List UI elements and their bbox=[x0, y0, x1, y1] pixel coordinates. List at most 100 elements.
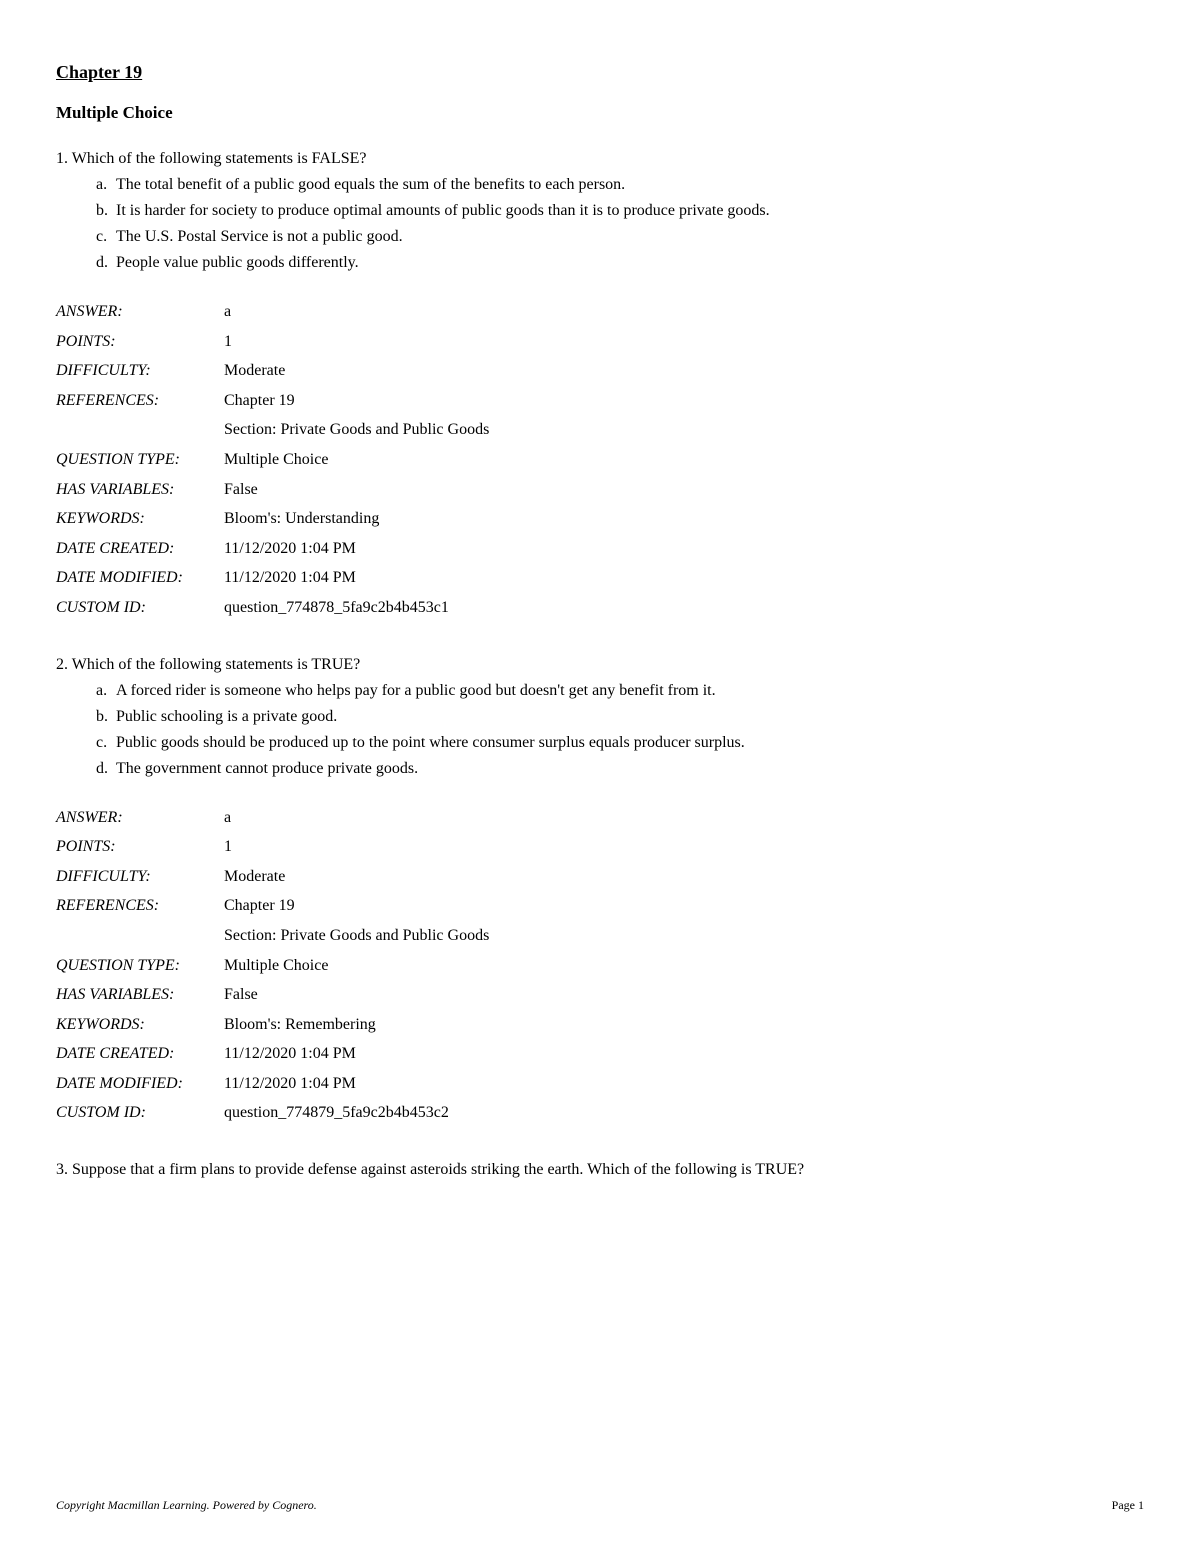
option-letter: b. bbox=[96, 199, 116, 223]
question-stem: Which of the following statements is TRU… bbox=[72, 656, 361, 673]
meta-table: ANSWER: a POINTS: 1 DIFFICULTY: Moderate… bbox=[56, 803, 1144, 1129]
meta-row-keywords: KEYWORDS: Bloom's: Remembering bbox=[56, 1010, 1144, 1040]
meta-value: 11/12/2020 1:04 PM bbox=[224, 1069, 1144, 1099]
meta-value: 11/12/2020 1:04 PM bbox=[224, 534, 1144, 564]
meta-label: REFERENCES: bbox=[56, 386, 224, 445]
meta-label: CUSTOM ID: bbox=[56, 593, 224, 623]
option-text: The government cannot produce private go… bbox=[116, 757, 836, 781]
options-list: a. The total benefit of a public good eq… bbox=[56, 173, 1144, 275]
meta-value: Moderate bbox=[224, 356, 1144, 386]
references-line1: Chapter 19 bbox=[224, 891, 1144, 921]
meta-label: QUESTION TYPE: bbox=[56, 445, 224, 475]
meta-value: Bloom's: Understanding bbox=[224, 504, 1144, 534]
question-block: 1. Which of the following statements is … bbox=[56, 147, 1144, 623]
meta-label: ANSWER: bbox=[56, 297, 224, 327]
meta-value: 1 bbox=[224, 327, 1144, 357]
question-stem: Suppose that a firm plans to provide def… bbox=[72, 1161, 804, 1178]
question-block: 3. Suppose that a firm plans to provide … bbox=[56, 1158, 1144, 1182]
meta-row-difficulty: DIFFICULTY: Moderate bbox=[56, 862, 1144, 892]
meta-row-has-variables: HAS VARIABLES: False bbox=[56, 980, 1144, 1010]
meta-label: DATE MODIFIED: bbox=[56, 1069, 224, 1099]
meta-value: False bbox=[224, 980, 1144, 1010]
meta-value: Bloom's: Remembering bbox=[224, 1010, 1144, 1040]
question-stem: Which of the following statements is FAL… bbox=[72, 150, 367, 167]
option-letter: c. bbox=[96, 731, 116, 755]
question-number: 3. bbox=[56, 1161, 68, 1178]
meta-value: Multiple Choice bbox=[224, 445, 1144, 475]
meta-label: QUESTION TYPE: bbox=[56, 951, 224, 981]
question-number: 2. bbox=[56, 656, 68, 673]
meta-row-custom-id: CUSTOM ID: question_774879_5fa9c2b4b453c… bbox=[56, 1098, 1144, 1128]
meta-label: HAS VARIABLES: bbox=[56, 475, 224, 505]
meta-value: question_774879_5fa9c2b4b453c2 bbox=[224, 1098, 1144, 1128]
meta-value: Chapter 19 Section: Private Goods and Pu… bbox=[224, 891, 1144, 950]
meta-row-date-modified: DATE MODIFIED: 11/12/2020 1:04 PM bbox=[56, 1069, 1144, 1099]
meta-row-answer: ANSWER: a bbox=[56, 297, 1144, 327]
meta-row-difficulty: DIFFICULTY: Moderate bbox=[56, 356, 1144, 386]
meta-row-points: POINTS: 1 bbox=[56, 832, 1144, 862]
meta-value: a bbox=[224, 803, 1144, 833]
meta-label: ANSWER: bbox=[56, 803, 224, 833]
meta-label: DATE MODIFIED: bbox=[56, 563, 224, 593]
references-line2: Section: Private Goods and Public Goods bbox=[224, 921, 1144, 951]
option-letter: d. bbox=[96, 251, 116, 275]
option-c: c. Public goods should be produced up to… bbox=[96, 731, 836, 755]
meta-value: 11/12/2020 1:04 PM bbox=[224, 1039, 1144, 1069]
chapter-title: Chapter 19 bbox=[56, 62, 1144, 83]
option-a: a. The total benefit of a public good eq… bbox=[96, 173, 836, 197]
option-d: d. People value public goods differently… bbox=[96, 251, 836, 275]
meta-label: DATE CREATED: bbox=[56, 534, 224, 564]
option-text: The total benefit of a public good equal… bbox=[116, 173, 836, 197]
option-b: b. Public schooling is a private good. bbox=[96, 705, 836, 729]
question-text: 2. Which of the following statements is … bbox=[56, 653, 1144, 677]
option-c: c. The U.S. Postal Service is not a publ… bbox=[96, 225, 836, 249]
references-line1: Chapter 19 bbox=[224, 386, 1144, 416]
option-d: d. The government cannot produce private… bbox=[96, 757, 836, 781]
meta-row-references: REFERENCES: Chapter 19 Section: Private … bbox=[56, 386, 1144, 445]
meta-value: Chapter 19 Section: Private Goods and Pu… bbox=[224, 386, 1144, 445]
option-text: Public schooling is a private good. bbox=[116, 705, 836, 729]
meta-label: POINTS: bbox=[56, 327, 224, 357]
meta-row-question-type: QUESTION TYPE: Multiple Choice bbox=[56, 445, 1144, 475]
meta-label: HAS VARIABLES: bbox=[56, 980, 224, 1010]
meta-label: DATE CREATED: bbox=[56, 1039, 224, 1069]
meta-label: KEYWORDS: bbox=[56, 1010, 224, 1040]
meta-row-points: POINTS: 1 bbox=[56, 327, 1144, 357]
meta-value: 1 bbox=[224, 832, 1144, 862]
option-text: Public goods should be produced up to th… bbox=[116, 731, 836, 755]
meta-row-date-created: DATE CREATED: 11/12/2020 1:04 PM bbox=[56, 1039, 1144, 1069]
meta-value: 11/12/2020 1:04 PM bbox=[224, 563, 1144, 593]
meta-value: False bbox=[224, 475, 1144, 505]
meta-label: DIFFICULTY: bbox=[56, 356, 224, 386]
meta-row-date-modified: DATE MODIFIED: 11/12/2020 1:04 PM bbox=[56, 563, 1144, 593]
meta-value: a bbox=[224, 297, 1144, 327]
footer-page-number: Page 1 bbox=[1112, 1498, 1144, 1513]
meta-row-question-type: QUESTION TYPE: Multiple Choice bbox=[56, 951, 1144, 981]
option-letter: a. bbox=[96, 173, 116, 197]
meta-label: REFERENCES: bbox=[56, 891, 224, 950]
meta-row-has-variables: HAS VARIABLES: False bbox=[56, 475, 1144, 505]
meta-row-references: REFERENCES: Chapter 19 Section: Private … bbox=[56, 891, 1144, 950]
meta-label: CUSTOM ID: bbox=[56, 1098, 224, 1128]
meta-value: Multiple Choice bbox=[224, 951, 1144, 981]
meta-row-date-created: DATE CREATED: 11/12/2020 1:04 PM bbox=[56, 534, 1144, 564]
option-a: a. A forced rider is someone who helps p… bbox=[96, 679, 836, 703]
footer-copyright: Copyright Macmillan Learning. Powered by… bbox=[56, 1498, 317, 1513]
question-block: 2. Which of the following statements is … bbox=[56, 653, 1144, 1129]
question-text: 3. Suppose that a firm plans to provide … bbox=[56, 1158, 1144, 1182]
option-text: People value public goods differently. bbox=[116, 251, 836, 275]
option-b: b. It is harder for society to produce o… bbox=[96, 199, 836, 223]
question-text: 1. Which of the following statements is … bbox=[56, 147, 1144, 171]
meta-label: DIFFICULTY: bbox=[56, 862, 224, 892]
meta-label: POINTS: bbox=[56, 832, 224, 862]
section-heading: Multiple Choice bbox=[56, 103, 1144, 123]
question-number: 1. bbox=[56, 150, 68, 167]
page-footer: Copyright Macmillan Learning. Powered by… bbox=[56, 1498, 1144, 1513]
meta-table: ANSWER: a POINTS: 1 DIFFICULTY: Moderate… bbox=[56, 297, 1144, 623]
option-text: The U.S. Postal Service is not a public … bbox=[116, 225, 836, 249]
option-letter: c. bbox=[96, 225, 116, 249]
options-list: a. A forced rider is someone who helps p… bbox=[56, 679, 1144, 781]
meta-label: KEYWORDS: bbox=[56, 504, 224, 534]
option-letter: d. bbox=[96, 757, 116, 781]
meta-value: Moderate bbox=[224, 862, 1144, 892]
